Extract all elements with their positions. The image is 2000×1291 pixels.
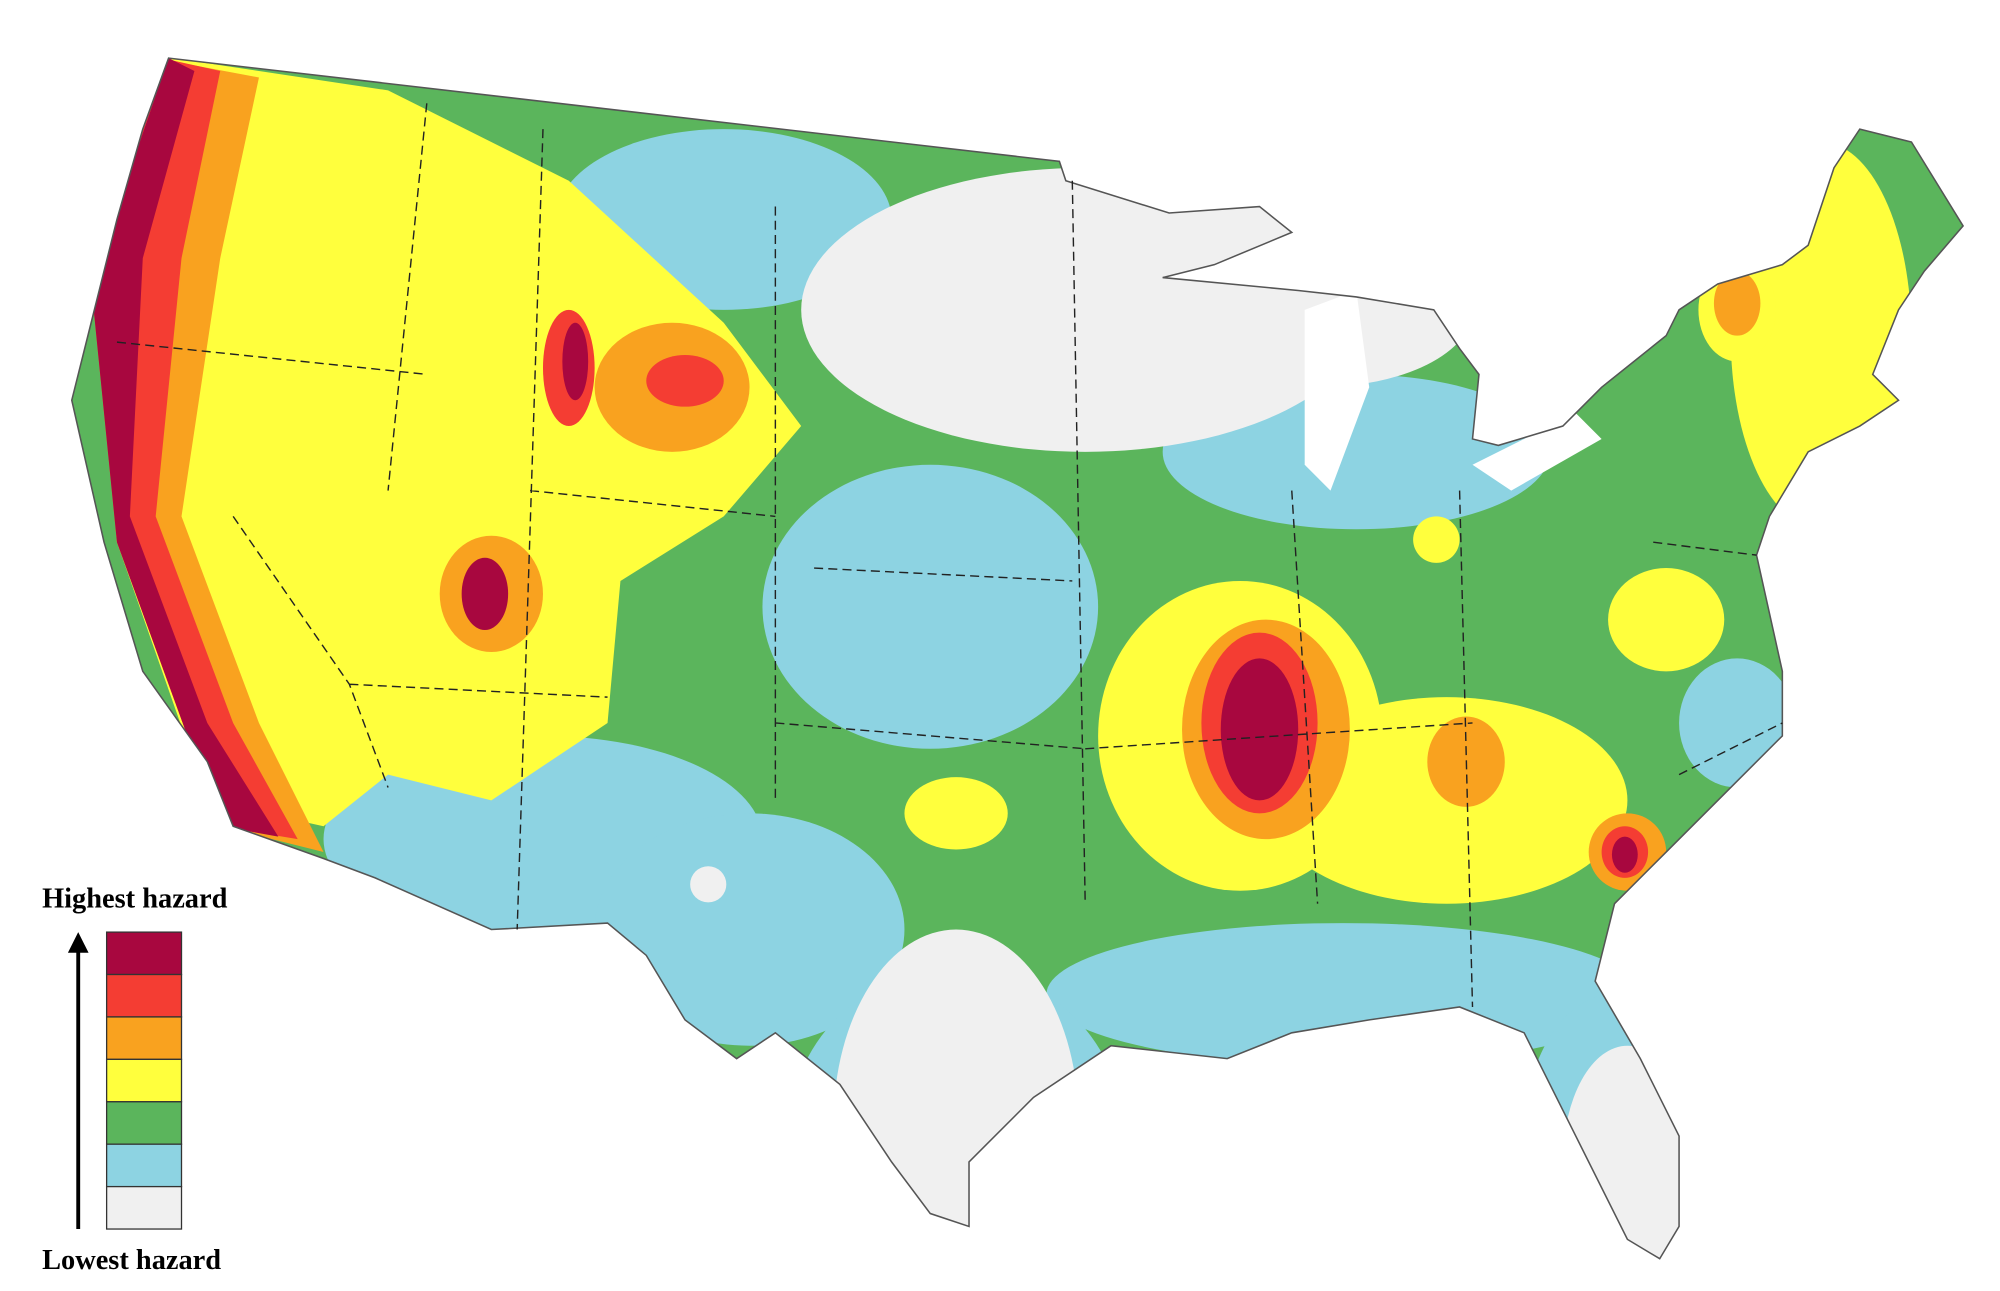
zone <box>91 58 802 827</box>
zone <box>646 355 724 407</box>
legend-low-label: Lowest hazard <box>42 1245 221 1276</box>
zone <box>594 813 905 1046</box>
legend-swatch <box>105 1143 183 1188</box>
legend-swatch <box>105 931 183 976</box>
zone <box>690 866 727 903</box>
zone <box>801 167 1370 452</box>
legend-swatch <box>105 973 183 1018</box>
state-borders <box>116 103 1783 1007</box>
zone <box>904 777 1008 850</box>
zone <box>91 58 279 837</box>
legend: Highest hazard Lowest hazard <box>42 884 228 1276</box>
zone <box>1562 1045 1692 1259</box>
zone <box>1679 658 1796 788</box>
lake <box>1304 290 1370 491</box>
zone <box>1608 568 1725 672</box>
legend-swatch <box>105 1058 183 1103</box>
zone <box>1220 658 1299 801</box>
legend-swatch <box>105 1185 183 1230</box>
lake <box>1472 413 1602 491</box>
zone <box>562 322 589 401</box>
zone <box>1413 516 1460 563</box>
zone <box>461 557 509 631</box>
legend-arrowhead <box>67 932 89 953</box>
legend-high-label: Highest hazard <box>42 884 228 915</box>
zone <box>1713 271 1761 336</box>
zone <box>1611 836 1638 873</box>
legend-swatch <box>105 1016 183 1061</box>
legend-swatches <box>105 931 183 1230</box>
legend-swatch <box>105 1101 183 1145</box>
zone <box>762 464 1099 749</box>
